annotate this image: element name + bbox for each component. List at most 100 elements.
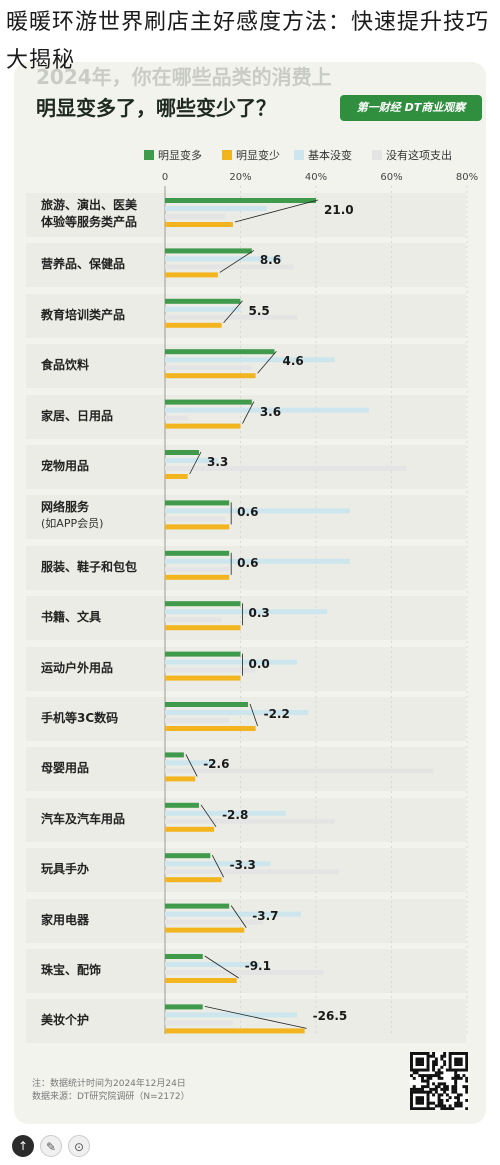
- category-sublabel: (如APP会员): [41, 517, 104, 531]
- legend-item-3: 没有这项支出: [372, 148, 452, 164]
- bar-increase: [165, 601, 241, 607]
- diff-value-label: 0.3: [248, 606, 270, 621]
- bar-none: [165, 365, 252, 371]
- bar-chart-plot: [164, 186, 468, 1034]
- bar-none: [165, 970, 324, 975]
- legend-item-2: 基本没变: [294, 148, 352, 164]
- category-label-line-2: 体验等服务类产品: [41, 215, 138, 229]
- legend-swatch: [372, 150, 382, 160]
- bar-unchanged: [165, 357, 335, 363]
- bar-none: [165, 869, 339, 875]
- category-row: [26, 545, 466, 590]
- bar-unchanged: [165, 962, 260, 967]
- arrow-up-icon[interactable]: ↑: [12, 1135, 34, 1157]
- category-label: 教育培训类产品: [41, 307, 126, 322]
- bar-unchanged: [165, 710, 309, 715]
- bar-increase: [165, 702, 249, 707]
- qr-code-image[interactable]: [410, 1052, 468, 1110]
- diff-arrow: [204, 1006, 307, 1029]
- diff-value-label: 0.0: [248, 656, 270, 671]
- diff-arrow: [249, 703, 258, 727]
- bar-none: [165, 516, 226, 522]
- bar-decrease: [165, 625, 241, 631]
- diff-value-label: -26.5: [312, 1009, 348, 1024]
- bar-increase: [165, 500, 230, 506]
- bar-none: [165, 617, 222, 623]
- x-tick-label: 60%: [380, 172, 403, 183]
- bar-increase: [165, 298, 241, 304]
- bar-decrease: [165, 524, 230, 530]
- bar-unchanged: [165, 810, 286, 816]
- legend-swatch: [222, 150, 232, 160]
- bar-unchanged: [165, 609, 328, 615]
- bar-increase: [165, 248, 252, 254]
- bar-unchanged: [165, 407, 369, 413]
- category-label: 网络服务: [41, 500, 90, 515]
- legend-label: 明显变少: [236, 149, 280, 162]
- diff-arrow: [204, 955, 239, 979]
- diff-arrow: [257, 350, 277, 374]
- bar-decrease: [165, 222, 233, 227]
- diff-value-label: 0.6: [237, 555, 259, 570]
- bar-decrease: [165, 474, 188, 479]
- category-row: [26, 596, 466, 641]
- diff-value-label: -3.7: [252, 908, 279, 923]
- diff-arrow: [219, 250, 255, 273]
- diff-arrow: [223, 300, 243, 324]
- legend-label: 明显变多: [158, 149, 202, 162]
- bar-increase: [165, 853, 211, 859]
- category-label: 家用电器: [41, 912, 90, 927]
- bar-unchanged: [165, 760, 215, 766]
- category-label: 书籍、文具: [41, 610, 102, 625]
- diff-value-label: 0.6: [237, 505, 259, 520]
- diff-arrow: [200, 804, 217, 828]
- bar-none: [165, 415, 188, 421]
- bar-none: [165, 566, 230, 572]
- category-label: 家居、日用品: [41, 408, 114, 423]
- diff-value-label: 3.3: [206, 455, 229, 469]
- bar-decrease: [165, 1028, 305, 1034]
- diff-arrow: [211, 855, 224, 878]
- diff-value-label: -2.8: [222, 807, 249, 822]
- category-label: 营养品、保健品: [41, 257, 126, 272]
- category-label: 美妆个护: [41, 1013, 90, 1028]
- footnote-date: 注：数据统计时间为2024年12月24日: [32, 1079, 186, 1089]
- bar-unchanged: [165, 306, 241, 312]
- legend-item-1: 明显变少: [222, 148, 280, 164]
- category-label: 旅游、演出、医美: [41, 198, 138, 212]
- footnote-source: 数据来源：DT研究院调研（N=2172）: [32, 1092, 190, 1102]
- diff-value-label: -9.1: [244, 959, 271, 973]
- bar-unchanged: [165, 1012, 298, 1018]
- headline-line-1: 2024年，你在哪些品类的消费上: [36, 65, 332, 89]
- bar-decrease: [165, 423, 241, 429]
- bar-unchanged: [165, 861, 271, 867]
- category-label: 母婴用品: [41, 761, 90, 776]
- legend-item-0: 明显变多: [144, 148, 202, 164]
- diff-arrow: [230, 905, 247, 928]
- diff-value-label: -2.6: [203, 757, 230, 772]
- edit-icon[interactable]: ✎: [40, 1135, 62, 1157]
- bar-unchanged: [165, 508, 350, 514]
- diff-arrow: [185, 754, 198, 777]
- bar-none: [165, 264, 294, 270]
- bar-decrease: [165, 574, 230, 580]
- bar-none: [165, 667, 256, 673]
- bar-decrease: [165, 776, 196, 782]
- bar-increase: [165, 198, 316, 203]
- bar-increase: [165, 954, 203, 959]
- share-icon[interactable]: ⊙: [68, 1135, 90, 1157]
- bar-increase: [165, 802, 199, 808]
- diff-value-label: 4.6: [282, 354, 304, 369]
- bar-increase: [165, 1004, 203, 1010]
- category-label: 汽车及汽车用品: [41, 811, 126, 826]
- headline-line-2: 明显变多了，哪些变少了？: [36, 96, 276, 120]
- category-label: 宠物用品: [41, 459, 90, 473]
- category-label: 手机等3C数码: [41, 711, 119, 725]
- category-row: [26, 495, 466, 540]
- bar-increase: [165, 349, 275, 355]
- bar-increase: [165, 752, 184, 758]
- bar-decrease: [165, 675, 241, 681]
- bar-none: [165, 818, 335, 824]
- bar-decrease: [165, 373, 256, 379]
- brand-badge: 第一财经 DT商业观察: [340, 95, 482, 121]
